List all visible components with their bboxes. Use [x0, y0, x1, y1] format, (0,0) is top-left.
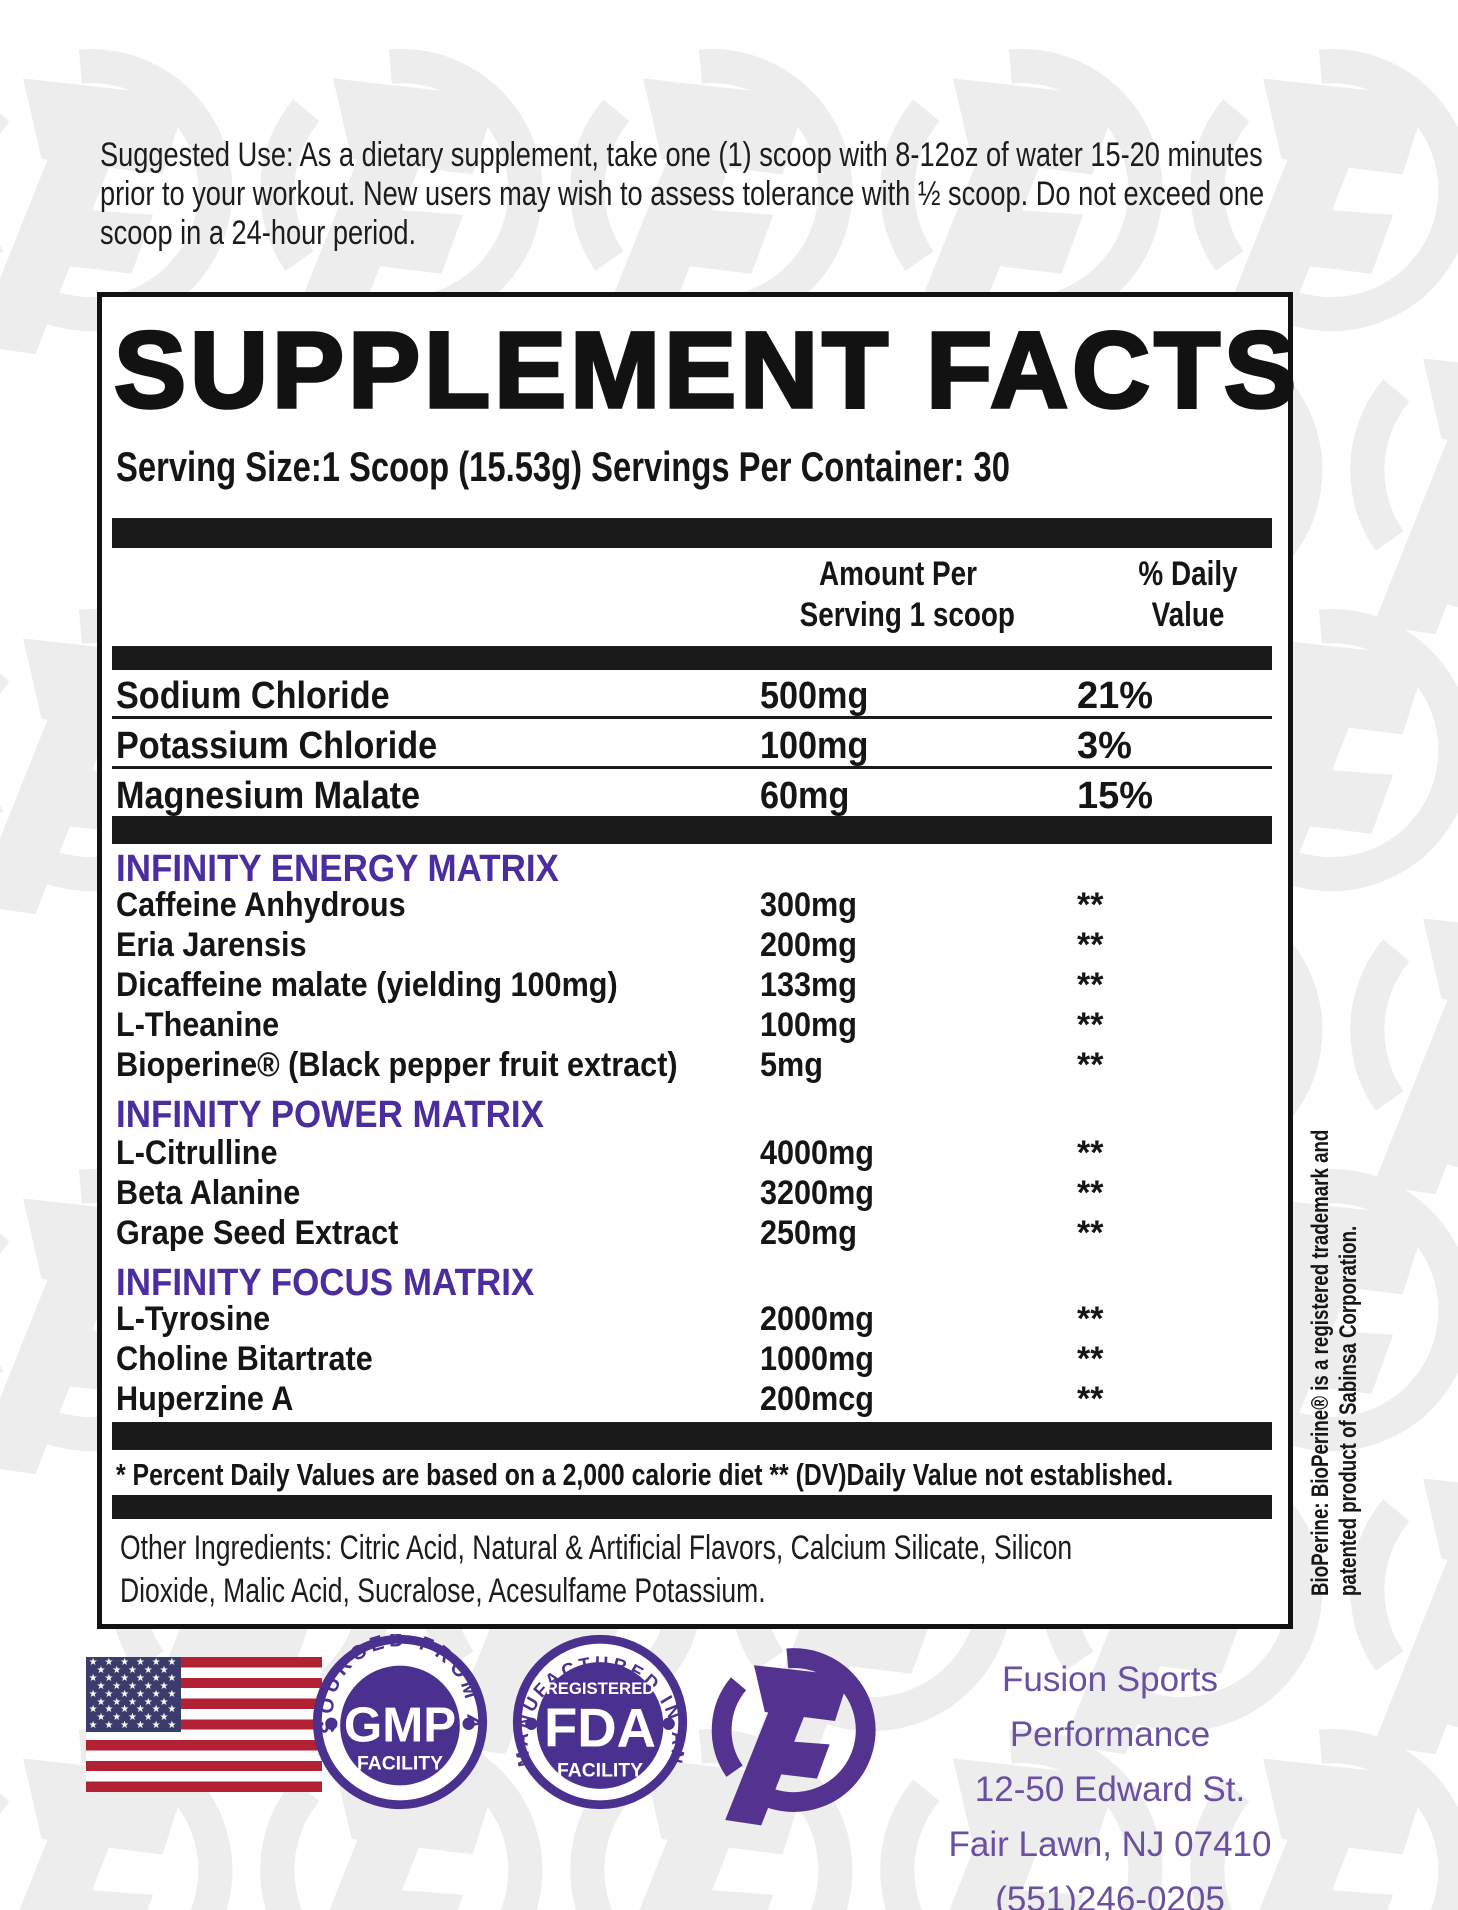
- ingredient-dv: **: [1077, 1134, 1104, 1172]
- ingredient-name: L-Citrulline: [116, 1134, 278, 1172]
- ingredient-amount: 300mg: [760, 886, 857, 924]
- fda-badge-icon: MANUFACTURED IN AN REGISTERED FDA FACILI…: [512, 1634, 688, 1810]
- divider-bar-thick: [112, 518, 1272, 548]
- ingredient-dv: **: [1077, 966, 1104, 1004]
- watermark-f-icon: [0, 35, 240, 366]
- nutrient-dv: 3%: [1077, 725, 1132, 767]
- watermark-f-icon: [1170, 1715, 1458, 1910]
- row-divider: [112, 766, 1272, 769]
- ingredient-amount: 1000mg: [760, 1340, 874, 1378]
- supplement-facts-panel: SUPPLEMENT FACTS Serving Size:1 Scoop (1…: [97, 292, 1298, 1629]
- ingredient-name: Huperzine A: [116, 1380, 294, 1418]
- nutrient-dv: 21%: [1077, 675, 1154, 717]
- ingredient-name: Caffeine Anhydrous: [116, 886, 406, 924]
- ingredient-amount: 133mg: [760, 966, 857, 1004]
- ingredient-amount: 100mg: [760, 1006, 857, 1044]
- watermark-f-icon: [1330, 315, 1458, 646]
- fda-bottom-text: FACILITY: [557, 1760, 643, 1782]
- company-street: 12-50 Edward St.: [974, 1770, 1246, 1809]
- ingredient-dv: **: [1077, 1046, 1104, 1084]
- gmp-center-text: GMP: [344, 1697, 456, 1752]
- section-heading-power: INFINITY POWER MATRIX: [116, 1094, 544, 1136]
- ingredient-dv: **: [1077, 1380, 1104, 1418]
- ingredient-name: L-Theanine: [116, 1006, 280, 1044]
- company-phone: (551)246-0205: [995, 1880, 1225, 1910]
- nutrient-name: Potassium Chloride: [116, 725, 438, 767]
- serving-size-line: Serving Size:1 Scoop (15.53g) Servings P…: [116, 443, 1010, 490]
- suggested-use-text: Suggested Use: As a dietary supplement, …: [100, 136, 1265, 252]
- column-header-daily-value: % Daily Value: [1138, 555, 1238, 634]
- section-heading-energy: INFINITY ENERGY MATRIX: [116, 848, 559, 890]
- ingredient-amount: 2000mg: [760, 1300, 874, 1338]
- fusion-logo-icon: [700, 1640, 880, 1829]
- bioperine-trademark-note: BioPerine: BioPerine® is a registered tr…: [1307, 1129, 1362, 1596]
- ingredient-name: Choline Bitartrate: [116, 1340, 373, 1378]
- section-heading-focus: INFINITY FOCUS MATRIX: [116, 1262, 535, 1304]
- ingredient-amount: 200mcg: [760, 1380, 874, 1418]
- ingredient-dv: **: [1077, 926, 1104, 964]
- nutrient-amount: 100mg: [760, 725, 869, 767]
- daily-value-footnote: * Percent Daily Values are based on a 2,…: [116, 1457, 1174, 1492]
- divider-bar-medium: [112, 646, 1272, 670]
- watermark-f-icon: [860, 1715, 1170, 1910]
- nutrient-name: Sodium Chloride: [116, 675, 390, 717]
- ingredient-dv: **: [1077, 1300, 1104, 1338]
- ingredient-amount: 200mg: [760, 926, 857, 964]
- ingredient-name: Eria Jarensis: [116, 926, 307, 964]
- fda-center-text: FDA: [544, 1698, 656, 1759]
- nutrient-amount: 500mg: [760, 675, 869, 717]
- ingredient-dv: **: [1077, 1214, 1104, 1252]
- nutrient-amount: 60mg: [760, 775, 850, 817]
- watermark-f-icon: [1330, 875, 1458, 1206]
- ingredient-name: Bioperine® (Black pepper fruit extract): [116, 1046, 678, 1084]
- nutrient-name: Magnesium Malate: [116, 775, 421, 817]
- ingredient-dv: **: [1077, 1174, 1104, 1212]
- company-name: Fusion Sports Performance: [1002, 1660, 1218, 1754]
- ingredient-amount: 5mg: [760, 1046, 823, 1084]
- divider-bar-thick: [112, 816, 1272, 844]
- ingredient-name: Dicaffeine malate (yielding 100mg): [116, 966, 618, 1004]
- ingredient-dv: **: [1077, 1006, 1104, 1044]
- ingredient-amount: 3200mg: [760, 1174, 874, 1212]
- other-ingredients-text: Other Ingredients: Citric Acid, Natural …: [120, 1529, 1073, 1610]
- fda-top-text: REGISTERED: [546, 1679, 655, 1698]
- ingredient-name: Grape Seed Extract: [116, 1214, 399, 1252]
- row-divider: [112, 716, 1272, 719]
- company-city: Fair Lawn, NJ 07410: [948, 1825, 1272, 1864]
- ingredient-name: L-Tyrosine: [116, 1300, 271, 1338]
- divider-bar-thick: [112, 1422, 1272, 1450]
- company-info: Fusion Sports Performance 12-50 Edward S…: [900, 1652, 1320, 1910]
- divider-bar-medium: [112, 1495, 1272, 1519]
- us-flag-icon: ★ ★ ★ ★ ★ ★ ★ ★ ★ ★ ★ ★ ★ ★ ★ ★ ★ ★ ★ ★ …: [86, 1657, 322, 1792]
- ingredient-dv: **: [1077, 886, 1104, 924]
- gmp-badge-icon: SOURCED FROM A GMP FACILITY: [312, 1634, 488, 1810]
- column-header-amount: Amount Per Serving 1 scoop: [799, 555, 1015, 634]
- panel-title: SUPPLEMENT FACTS: [112, 307, 1301, 432]
- ingredient-dv: **: [1077, 1340, 1104, 1378]
- nutrient-dv: 15%: [1077, 775, 1154, 817]
- flag-canton: ★ ★ ★ ★ ★ ★ ★ ★ ★ ★ ★ ★ ★ ★ ★ ★ ★ ★ ★ ★ …: [86, 1657, 181, 1732]
- gmp-bottom-text: FACILITY: [357, 1753, 443, 1775]
- ingredient-name: Beta Alanine: [116, 1174, 301, 1212]
- watermark-f-icon: [1330, 1435, 1458, 1766]
- ingredient-amount: 4000mg: [760, 1134, 874, 1172]
- ingredient-amount: 250mg: [760, 1214, 857, 1252]
